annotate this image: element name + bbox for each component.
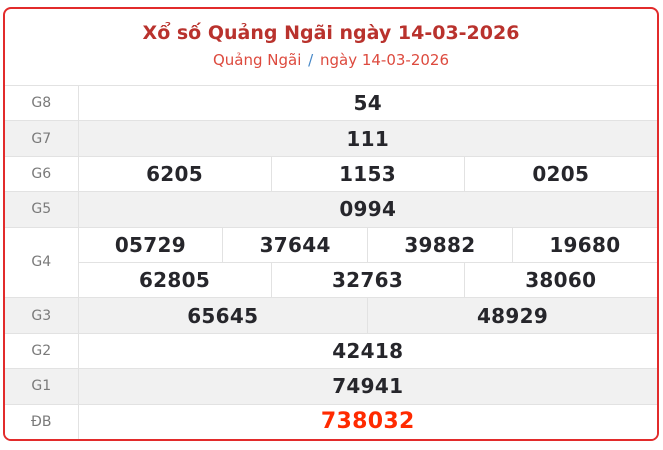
prize-label-g6: G6 [5, 155, 79, 193]
prize-number: 54 [77, 84, 657, 122]
prize-number: 65645 [77, 297, 368, 334]
breadcrumb-separator: / [308, 51, 314, 69]
prize-row-g2: G2 42418 [5, 332, 657, 370]
prize-number: 42418 [77, 332, 657, 370]
results-table: G8 54 G7 111 G6 6205 1153 0205 G5 0994 G… [5, 84, 657, 439]
prize-row-g3: G3 65645 48929 [5, 297, 657, 334]
prize-number: 0205 [463, 155, 657, 193]
prize-number: 48929 [367, 297, 657, 334]
prize-row-g5: G5 0994 [5, 191, 657, 228]
prize-row-g4-line1: G4 05729 37644 39882 19680 [5, 226, 657, 299]
prize-number: 0994 [77, 191, 657, 228]
prize-label-g8: G8 [5, 84, 79, 122]
prize-number: 6205 [77, 155, 272, 193]
page-title: Xổ số Quảng Ngãi ngày 14-03-2026 [142, 22, 520, 44]
lottery-result-card: Xổ số Quảng Ngãi ngày 14-03-2026 Quảng N… [3, 7, 659, 441]
prize-label-g7: G7 [5, 120, 79, 157]
header: Xổ số Quảng Ngãi ngày 14-03-2026 Quảng N… [5, 9, 657, 85]
prize-row-db: ĐB 738032 [5, 403, 657, 439]
prize-number: 1153 [270, 155, 465, 193]
prize-label-g2: G2 [5, 332, 79, 370]
prize-number: 38060 [463, 261, 657, 299]
breadcrumb-province-link[interactable]: Quảng Ngãi [212, 51, 302, 69]
prize-label-g5: G5 [5, 191, 79, 228]
prize-label-g3: G3 [5, 297, 79, 334]
prize-row-g8: G8 54 [5, 84, 657, 122]
prize-label-g1: G1 [5, 368, 79, 405]
prize-row-g7: G7 111 [5, 120, 657, 157]
prize-number-special: 738032 [77, 403, 657, 439]
prize-row-g1: G1 74941 [5, 368, 657, 405]
prize-number: 37644 [222, 226, 368, 263]
breadcrumb-date-link[interactable]: ngày 14-03-2026 [319, 51, 450, 69]
prize-number: 32763 [270, 261, 465, 299]
prize-number: 111 [77, 120, 657, 157]
prize-number: 39882 [367, 226, 513, 263]
prize-number: 62805 [78, 261, 272, 299]
breadcrumb: Quảng Ngãi / ngày 14-03-2026 [5, 51, 657, 70]
prize-number: 05729 [77, 226, 224, 263]
prize-row-g6: G6 6205 1153 0205 [5, 155, 657, 193]
prize-row-g4-line2: 62805 32763 38060 [5, 261, 657, 299]
prize-label-g4: G4 [5, 226, 79, 299]
prize-number: 74941 [77, 368, 657, 405]
prize-label-db: ĐB [5, 403, 79, 439]
prize-number: 19680 [511, 226, 657, 263]
